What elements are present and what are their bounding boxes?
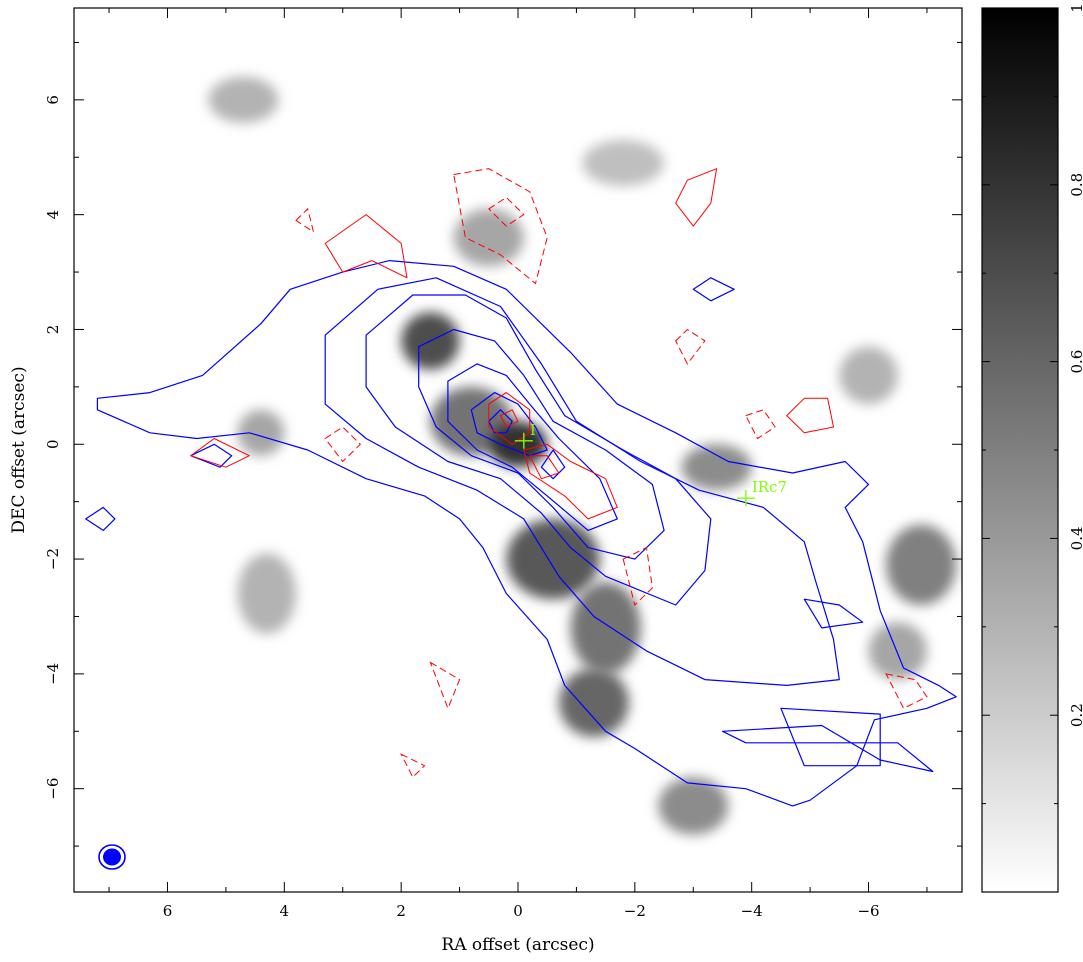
y-tick-label: 2 [44, 325, 62, 335]
red-dashed-contour [675, 328, 706, 365]
y-tick-label: −2 [44, 548, 62, 570]
plot-area: I IRc7 6 4 2 0 −2 −4 −6 6 4 2 0 −2 −4 −6 [44, 7, 963, 920]
colorbar-ticks: 0.2 0.4 0.6 0.8 1 [982, 3, 1083, 805]
blue-contour [721, 724, 934, 773]
x-tick-label: 0 [513, 902, 523, 920]
x-tick-label: −6 [857, 902, 879, 920]
y-tick-label: −4 [44, 663, 62, 685]
red-contour [786, 397, 834, 434]
x-tick-label: 4 [280, 902, 290, 920]
x-axis-label: RA offset (arcsec) [441, 935, 594, 955]
colorbar-gradient [981, 7, 1059, 893]
red-dashed-contour [745, 409, 776, 440]
gray-blob [237, 409, 285, 456]
grayscale-image [208, 76, 957, 835]
red-dashed-contour [885, 673, 928, 709]
y-axis: 6 4 2 0 −2 −4 −6 [44, 41, 962, 847]
colorbar-tick-label: 0.2 [1068, 703, 1083, 727]
blue-contour [447, 363, 618, 531]
blue-contour [540, 449, 566, 480]
red-contour [523, 443, 618, 520]
gray-blob [681, 444, 752, 491]
gray-blob [570, 582, 641, 674]
gray-blob [886, 524, 957, 605]
red-dashed-contour [295, 207, 315, 234]
source-label: IRc7 [752, 478, 787, 496]
blue-contour [780, 707, 881, 767]
y-tick-label: 0 [44, 439, 62, 449]
red-contour [190, 438, 250, 468]
colorbar-tick-label: 0.4 [1068, 526, 1083, 550]
contour-layer [85, 168, 957, 807]
red-dashed-contour [324, 426, 362, 463]
x-tick-label: −2 [624, 902, 646, 920]
gray-blob [658, 777, 729, 835]
red-contour [324, 214, 408, 279]
source-label: I [530, 421, 536, 439]
gray-blob [506, 518, 600, 600]
blue-contour [470, 392, 548, 457]
red-contour [488, 392, 531, 445]
red-dashed-contour [622, 546, 653, 606]
x-axis: 6 4 2 0 −2 −4 −6 [108, 8, 928, 920]
blue-contour [803, 598, 864, 629]
gray-blob [208, 76, 279, 123]
gray-blob [839, 346, 898, 405]
beam-ellipse [98, 844, 126, 870]
blue-contour [418, 328, 665, 560]
blue-contour [692, 277, 735, 302]
y-tick-label: 6 [44, 95, 62, 105]
gray-blob [453, 208, 524, 267]
x-tick-label: −4 [741, 902, 763, 920]
gray-blob [558, 668, 630, 738]
red-dashed-contour [453, 168, 548, 285]
red-contour [675, 168, 718, 227]
gray-blob [237, 553, 296, 634]
blue-contour [365, 294, 712, 606]
marker-layer: I IRc7 [514, 421, 787, 507]
colorbar-tick-label: 0.6 [1068, 350, 1083, 374]
blue-contour [324, 277, 840, 686]
red-dashed-contour [488, 196, 525, 227]
y-tick-label: −6 [44, 778, 62, 800]
gray-blob [868, 622, 927, 680]
y-tick-label: 4 [44, 210, 62, 220]
red-contour [500, 409, 519, 428]
red-contour [529, 455, 560, 480]
x-tick-label: 2 [396, 902, 406, 920]
red-dashed-contour [429, 661, 461, 710]
red-dashed-contour [400, 753, 426, 779]
y-axis-label: DEC offset (arcsec) [9, 366, 29, 533]
gray-blob [582, 140, 665, 186]
blue-contour [190, 443, 233, 468]
colorbar: 0.2 0.4 0.6 0.8 1 [981, 3, 1083, 893]
blue-contour [85, 506, 116, 531]
x-tick-label: 6 [163, 902, 173, 920]
colorbar-tick-label: 1 [1068, 3, 1083, 13]
colorbar-tick-label: 0.8 [1068, 173, 1083, 197]
blue-contour [96, 260, 957, 807]
